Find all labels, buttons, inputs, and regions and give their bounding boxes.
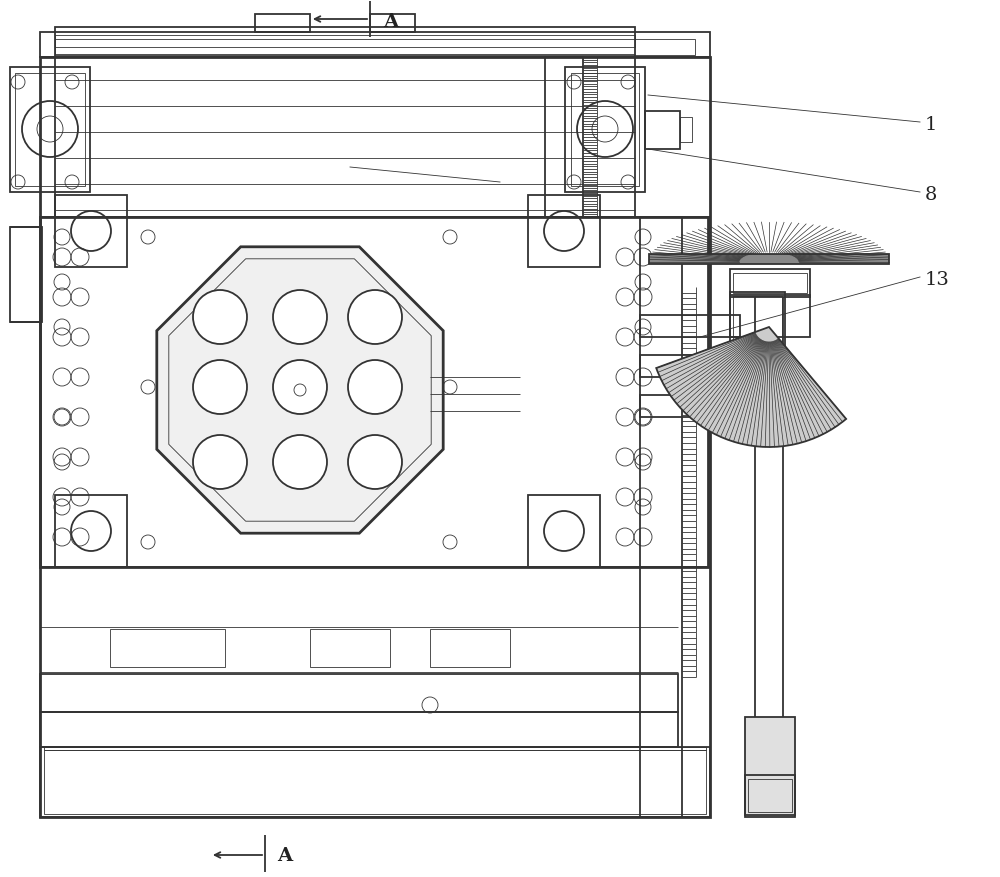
Text: 1: 1	[925, 116, 937, 134]
Text: 8: 8	[925, 186, 937, 203]
Circle shape	[348, 360, 402, 415]
Bar	[730, 293, 785, 388]
Bar	[55, 36, 635, 48]
Bar	[55, 196, 127, 267]
Bar	[55, 40, 695, 56]
Bar	[528, 496, 600, 567]
Bar	[110, 630, 225, 667]
Circle shape	[348, 290, 402, 345]
Bar	[640, 355, 740, 378]
Bar	[44, 747, 706, 750]
Bar	[565, 68, 645, 193]
Bar	[545, 58, 583, 217]
Bar	[645, 112, 680, 150]
Bar	[370, 15, 415, 33]
Bar	[15, 74, 85, 187]
Bar	[748, 779, 792, 812]
Bar	[730, 270, 810, 297]
Bar	[430, 630, 510, 667]
Bar	[40, 747, 710, 817]
Bar	[680, 118, 692, 143]
Polygon shape	[169, 260, 431, 522]
Circle shape	[193, 290, 247, 345]
Bar	[40, 58, 710, 817]
Bar	[745, 717, 795, 817]
Bar	[571, 74, 639, 187]
Bar	[730, 296, 810, 338]
Wedge shape	[656, 328, 846, 447]
Bar	[55, 496, 127, 567]
Circle shape	[294, 384, 306, 396]
Bar	[733, 296, 782, 383]
Bar	[10, 228, 42, 323]
Circle shape	[273, 436, 327, 489]
Bar	[745, 775, 795, 815]
Bar	[640, 217, 682, 817]
Polygon shape	[649, 254, 889, 265]
Circle shape	[273, 290, 327, 345]
Bar	[44, 750, 706, 814]
Circle shape	[348, 436, 402, 489]
Polygon shape	[157, 247, 443, 533]
Circle shape	[193, 360, 247, 415]
Bar	[733, 274, 807, 294]
Bar	[55, 28, 635, 217]
Bar	[40, 712, 678, 747]
Circle shape	[193, 436, 247, 489]
Bar	[640, 316, 740, 338]
Bar	[40, 217, 708, 567]
Bar	[310, 630, 390, 667]
Bar	[528, 196, 600, 267]
Text: A: A	[383, 13, 398, 31]
Bar	[10, 68, 90, 193]
Bar	[40, 33, 710, 58]
Text: 13: 13	[925, 271, 950, 289]
Circle shape	[273, 360, 327, 415]
Bar	[640, 396, 740, 417]
Text: A: A	[277, 846, 292, 864]
Bar	[255, 15, 310, 33]
Bar	[40, 674, 678, 712]
